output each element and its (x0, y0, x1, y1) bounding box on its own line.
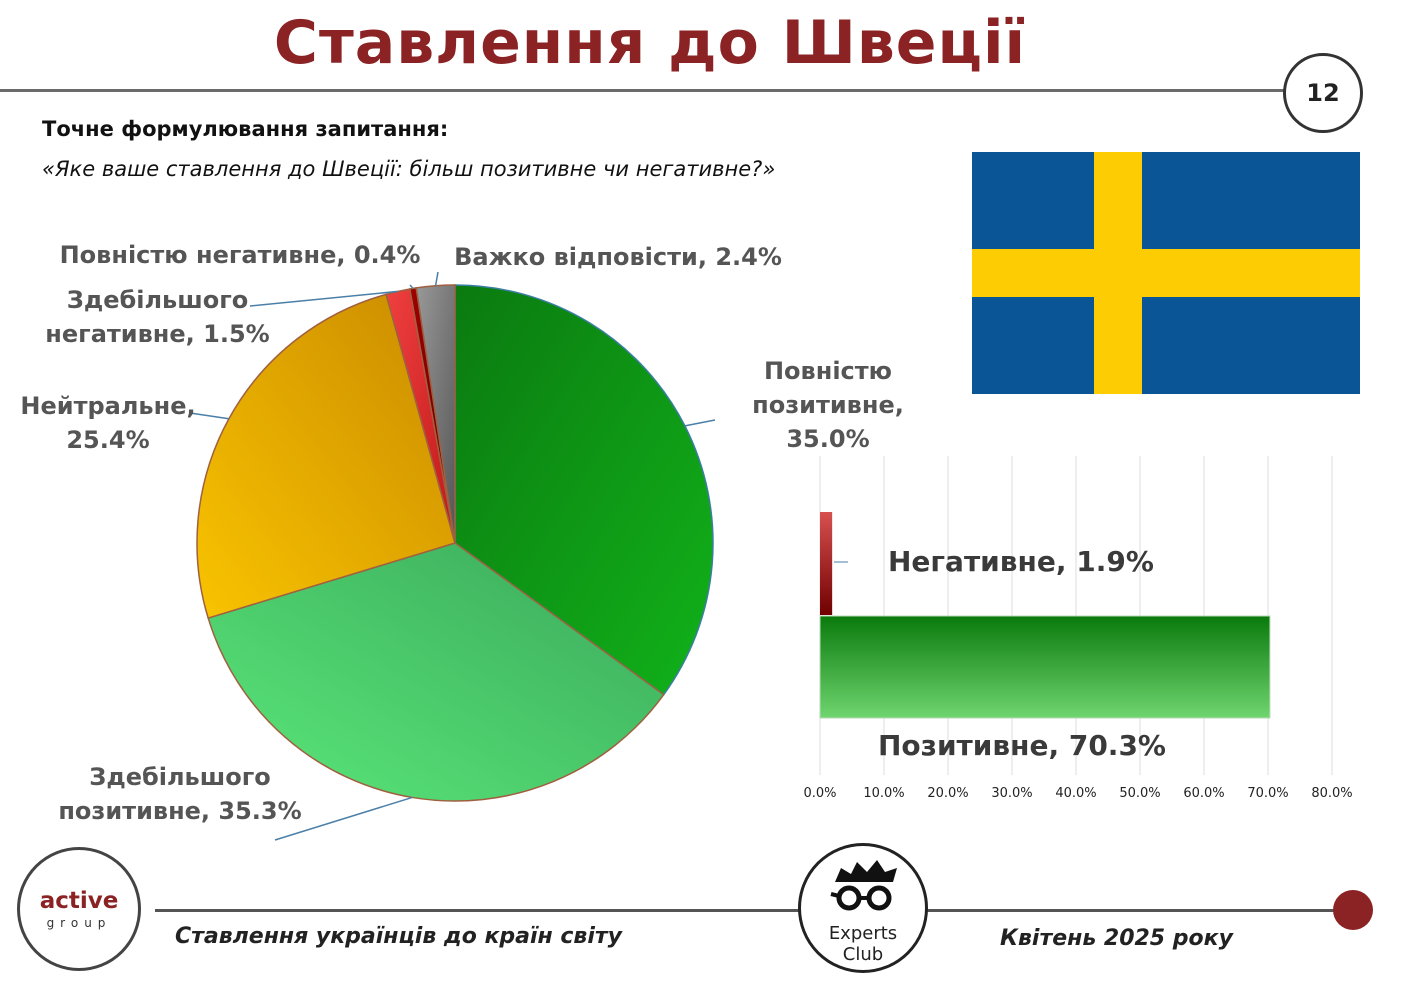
question-text: «Яке ваше ставлення до Швеції: більш поз… (42, 157, 776, 181)
footer-divider-right (925, 909, 1345, 912)
bar-tick-label: 30.0% (991, 786, 1032, 801)
bar-tick-label: 10.0% (863, 786, 904, 801)
sweden-flag (972, 152, 1360, 394)
bar-tick-label: 40.0% (1055, 786, 1096, 801)
pie-label-fully-negative: Повністю негативне, 0.4% (59, 241, 421, 269)
active-group-logo: active group (17, 847, 141, 971)
pie-label-mostly-negative: Здебільшого негативне, 1.5% (45, 286, 270, 348)
pie-label-hard-to-say: Важко відповісти, 2.4% (454, 243, 782, 271)
flag-cross-horizontal (972, 249, 1360, 297)
bar-tick-label: 0.0% (803, 786, 836, 801)
pie-leader-fully-positive (684, 419, 716, 427)
experts-club-logo: Experts Club (798, 843, 928, 973)
question-label: Точне формулювання запитання: (42, 117, 449, 141)
logo-word-club: Club (842, 944, 884, 965)
pie-slice-fully-positive (454, 284, 714, 696)
pie-leader-fully-negative (409, 284, 414, 289)
footer-divider-left (155, 909, 800, 912)
logo-word-group: group (46, 916, 112, 930)
pie-slice-neutral (196, 293, 456, 620)
header-divider (0, 89, 1290, 92)
pie-label-mostly-positive: Здебільшого позитивне, 35.3% (58, 763, 302, 825)
decorative-dot (1333, 890, 1373, 930)
bar-tick-label: 80.0% (1311, 786, 1352, 801)
logo-word-active: active (39, 888, 119, 914)
bar-tick-label: 20.0% (927, 786, 968, 801)
bar-label-positive: Позитивне, 70.3% (878, 729, 1166, 762)
pie-label-fully-positive: Повністю позитивне, 35.0% (752, 357, 904, 453)
page-number-badge: 12 (1283, 53, 1363, 133)
glasses-face-icon (830, 860, 897, 911)
pie-slice-hard-to-say (415, 284, 456, 544)
footer-date: Квітень 2025 року (1000, 926, 1233, 951)
pie-label-neutral: Нейтральне, 25.4% (20, 392, 196, 454)
pie-leader-mostly-positive (274, 796, 413, 841)
pie-leader-mostly-negative (249, 290, 399, 307)
page-title: Ставлення до Швеції (273, 8, 1027, 78)
bar-positive (819, 615, 1271, 719)
pie-leader-neutral (189, 412, 230, 420)
pie-slice-mostly-positive (207, 542, 665, 802)
pie-leader-hard-to-say (434, 271, 439, 286)
logo-word-experts: Experts (828, 923, 898, 944)
footer-subject: Ставлення українців до країн світу (175, 924, 622, 949)
bar-tick-label: 60.0% (1183, 786, 1224, 801)
bar-negative (820, 512, 833, 615)
bar-tick-label: 70.0% (1247, 786, 1288, 801)
bar-tick-label: 50.0% (1119, 786, 1160, 801)
bar-chart: 0.0% 10.0% 20.0% 30.0% 40.0% 50.0% 60.0% 70.0% 8… (803, 456, 1353, 801)
bar-label-negative: Негативне, 1.9% (888, 545, 1154, 578)
